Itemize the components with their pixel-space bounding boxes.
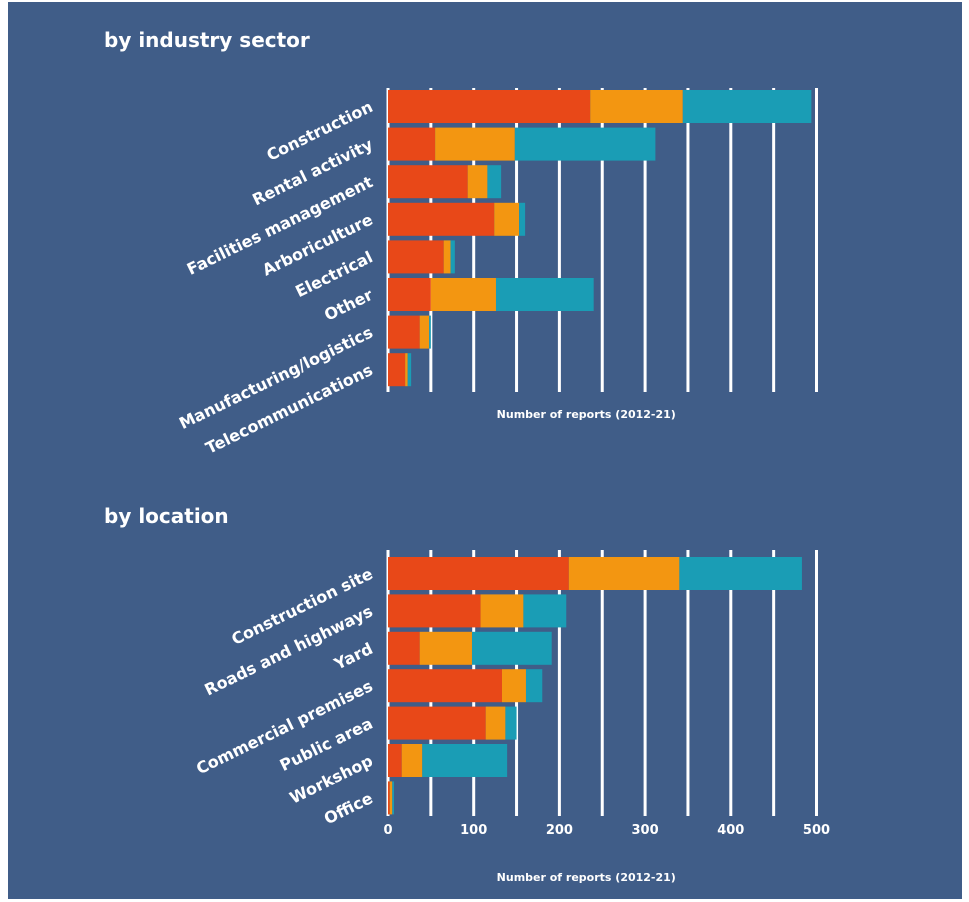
sector-bar-segment [443, 240, 451, 274]
location-bar-segment [388, 781, 390, 815]
sector-chart-title: by industry sector [104, 28, 310, 52]
location-bar-segment [523, 594, 567, 628]
sector-bar-segment [494, 202, 520, 236]
sector-bar-segment [388, 127, 436, 161]
sector-bar-segment [467, 165, 488, 199]
sector-bar-segment [450, 240, 455, 274]
sector-bar-segment [388, 353, 406, 387]
location-bar-segment [389, 781, 393, 815]
sector-bar-segment [388, 278, 431, 311]
location-category-label: Office [321, 788, 376, 828]
location-bar-segment [388, 669, 502, 703]
sector-bar-segment [495, 278, 594, 311]
x-tick-label: 400 [717, 823, 744, 838]
x-tick-label: 200 [546, 823, 573, 838]
location-bar-segment [471, 631, 552, 665]
location-bar-segment [388, 557, 569, 590]
location-chart-title: by location [104, 504, 229, 528]
sector-bar-segment [419, 315, 430, 349]
location-bar-segment [485, 706, 506, 740]
sector-bar-segment [435, 127, 515, 161]
sector-bar-segment [407, 353, 412, 387]
location-bar-segment [679, 557, 802, 590]
location-bar-segment [401, 744, 423, 777]
location-bar-segment [525, 669, 543, 703]
location-bar-segment [568, 557, 680, 590]
location-bar-segment [392, 781, 394, 815]
sector-x-axis-label: Number of reports (2012-21) [497, 408, 676, 421]
sector-bar-segment [590, 90, 683, 123]
location-x-axis-label: Number of reports (2012-21) [497, 871, 676, 884]
location-category-label: Yard [330, 639, 375, 674]
x-tick-label: 0 [383, 823, 392, 838]
sector-bar-segment [388, 315, 420, 349]
sector-bar-segment [429, 315, 431, 349]
sector-bar-segment [487, 165, 502, 199]
sector-bar-segment [388, 202, 495, 236]
location-bar-segment [422, 744, 508, 777]
location-bar-segment [480, 594, 524, 628]
location-bar-segment [388, 744, 402, 777]
sector-category-label: Other [321, 285, 376, 325]
location-bar-segment [505, 706, 517, 740]
location-bar-segment [419, 631, 472, 665]
sector-bar-segment [519, 202, 526, 236]
x-tick-label: 500 [803, 823, 830, 838]
sector-bar-segment [388, 90, 591, 123]
sector-bar-segment [514, 127, 656, 161]
location-bar-segment [501, 669, 526, 703]
sector-bar-segment [405, 353, 408, 387]
x-tick-label: 300 [632, 823, 659, 838]
sector-bar-segment [682, 90, 812, 123]
sector-bar-segment [388, 240, 444, 274]
x-tick-label: 100 [460, 823, 487, 838]
location-bar-segment [388, 631, 420, 665]
location-bar-segment [388, 594, 481, 628]
sector-bar-segment [430, 278, 496, 311]
location-bar-segment [388, 706, 486, 740]
sector-bar-segment [388, 165, 468, 199]
